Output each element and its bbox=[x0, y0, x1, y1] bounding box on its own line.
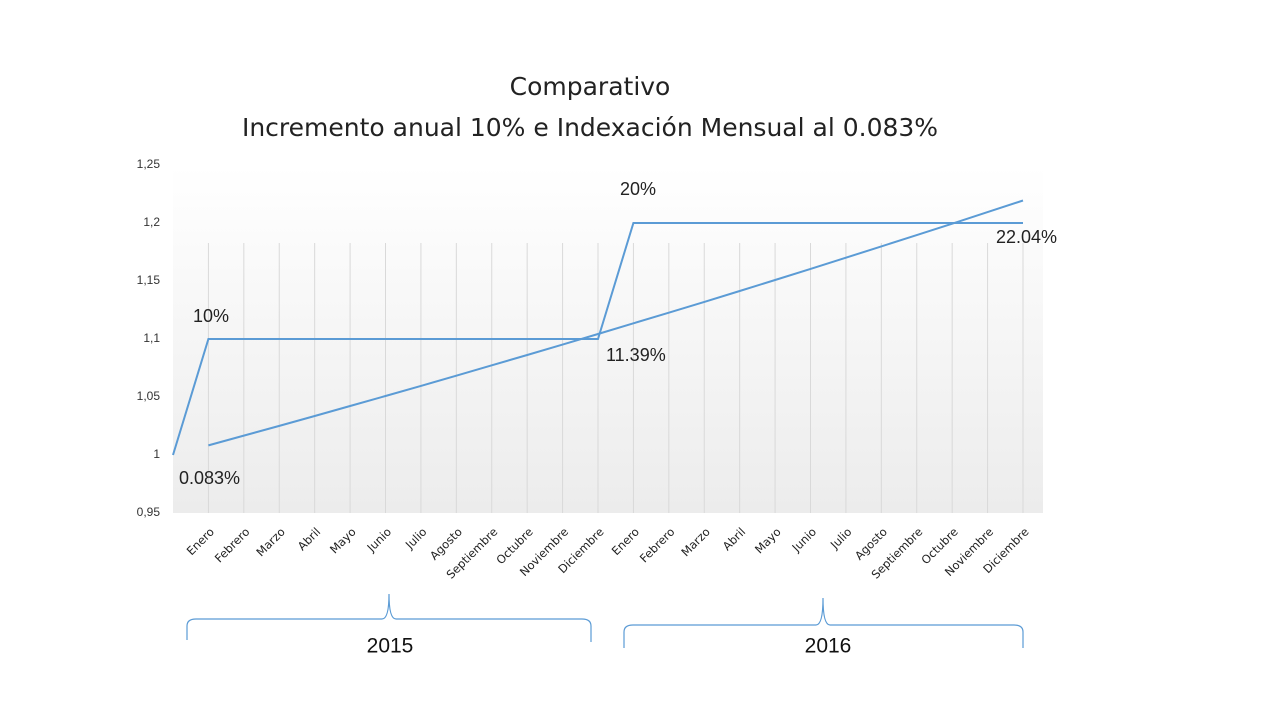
line-series bbox=[172, 222, 1023, 456]
y-tick-label: 1,1 bbox=[143, 331, 160, 345]
x-tick-label: Junio bbox=[364, 525, 395, 556]
x-tick-label: Marzo bbox=[253, 525, 287, 559]
line-series bbox=[208, 199, 1024, 447]
y-tick-label: 1 bbox=[153, 447, 160, 461]
x-tick-label: Febrero bbox=[212, 525, 253, 566]
annotation: 20% bbox=[620, 179, 656, 199]
y-tick-label: 1,05 bbox=[137, 389, 161, 403]
y-tick-label: 1,15 bbox=[137, 273, 161, 287]
x-tick-label: Febrero bbox=[637, 525, 678, 566]
x-tick-label: Julio bbox=[402, 525, 430, 553]
y-tick-label: 1,2 bbox=[143, 215, 160, 229]
brace bbox=[623, 597, 1024, 648]
x-tick-label: Julio bbox=[827, 525, 855, 553]
x-tick-label: Mayo bbox=[327, 525, 359, 557]
y-tick-label: 0,95 bbox=[137, 505, 161, 519]
brace bbox=[186, 593, 592, 642]
x-tick-label: Enero bbox=[184, 525, 217, 558]
x-tick-label: Marzo bbox=[678, 525, 712, 559]
group-label: 2015 bbox=[367, 635, 414, 658]
annotation: 10% bbox=[193, 306, 229, 326]
annotation: 11.39% bbox=[606, 345, 666, 365]
chart-title: Comparativo bbox=[510, 72, 671, 101]
x-tick-label: Abril bbox=[295, 525, 323, 553]
x-tick-label: Abril bbox=[720, 525, 748, 553]
x-tick-label: Enero bbox=[609, 525, 642, 558]
annotation: 22.04% bbox=[996, 227, 1057, 247]
x-tick-label: Mayo bbox=[752, 525, 784, 557]
x-tick-label: Junio bbox=[789, 525, 820, 556]
y-tick-label: 1,25 bbox=[137, 157, 161, 171]
annotation: 0.083% bbox=[179, 468, 240, 488]
group-label: 2016 bbox=[805, 635, 852, 658]
chart-subtitle: Incremento anual 10% e Indexación Mensua… bbox=[242, 113, 938, 142]
